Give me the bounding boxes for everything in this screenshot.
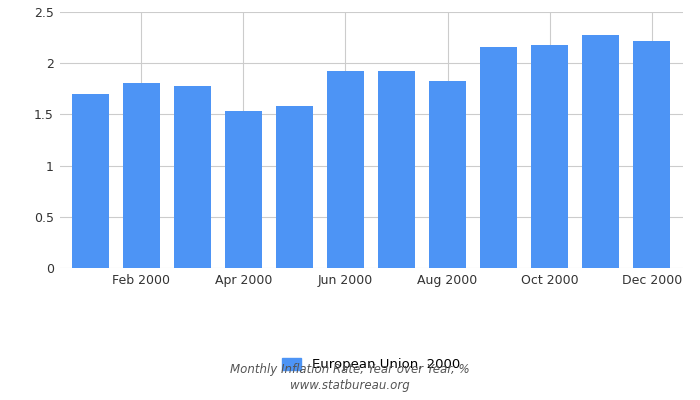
Text: www.statbureau.org: www.statbureau.org bbox=[290, 380, 410, 392]
Bar bbox=[72, 94, 108, 268]
Bar bbox=[582, 34, 620, 268]
Legend: European Union, 2000: European Union, 2000 bbox=[276, 353, 466, 377]
Bar bbox=[276, 106, 313, 268]
Bar bbox=[531, 45, 568, 268]
Bar bbox=[480, 47, 517, 268]
Bar bbox=[634, 41, 670, 268]
Bar bbox=[225, 111, 262, 268]
Bar bbox=[429, 81, 466, 268]
Bar bbox=[174, 86, 211, 268]
Bar bbox=[327, 71, 364, 268]
Text: Monthly Inflation Rate, Year over Year, %: Monthly Inflation Rate, Year over Year, … bbox=[230, 364, 470, 376]
Bar bbox=[378, 71, 415, 268]
Bar bbox=[122, 83, 160, 268]
